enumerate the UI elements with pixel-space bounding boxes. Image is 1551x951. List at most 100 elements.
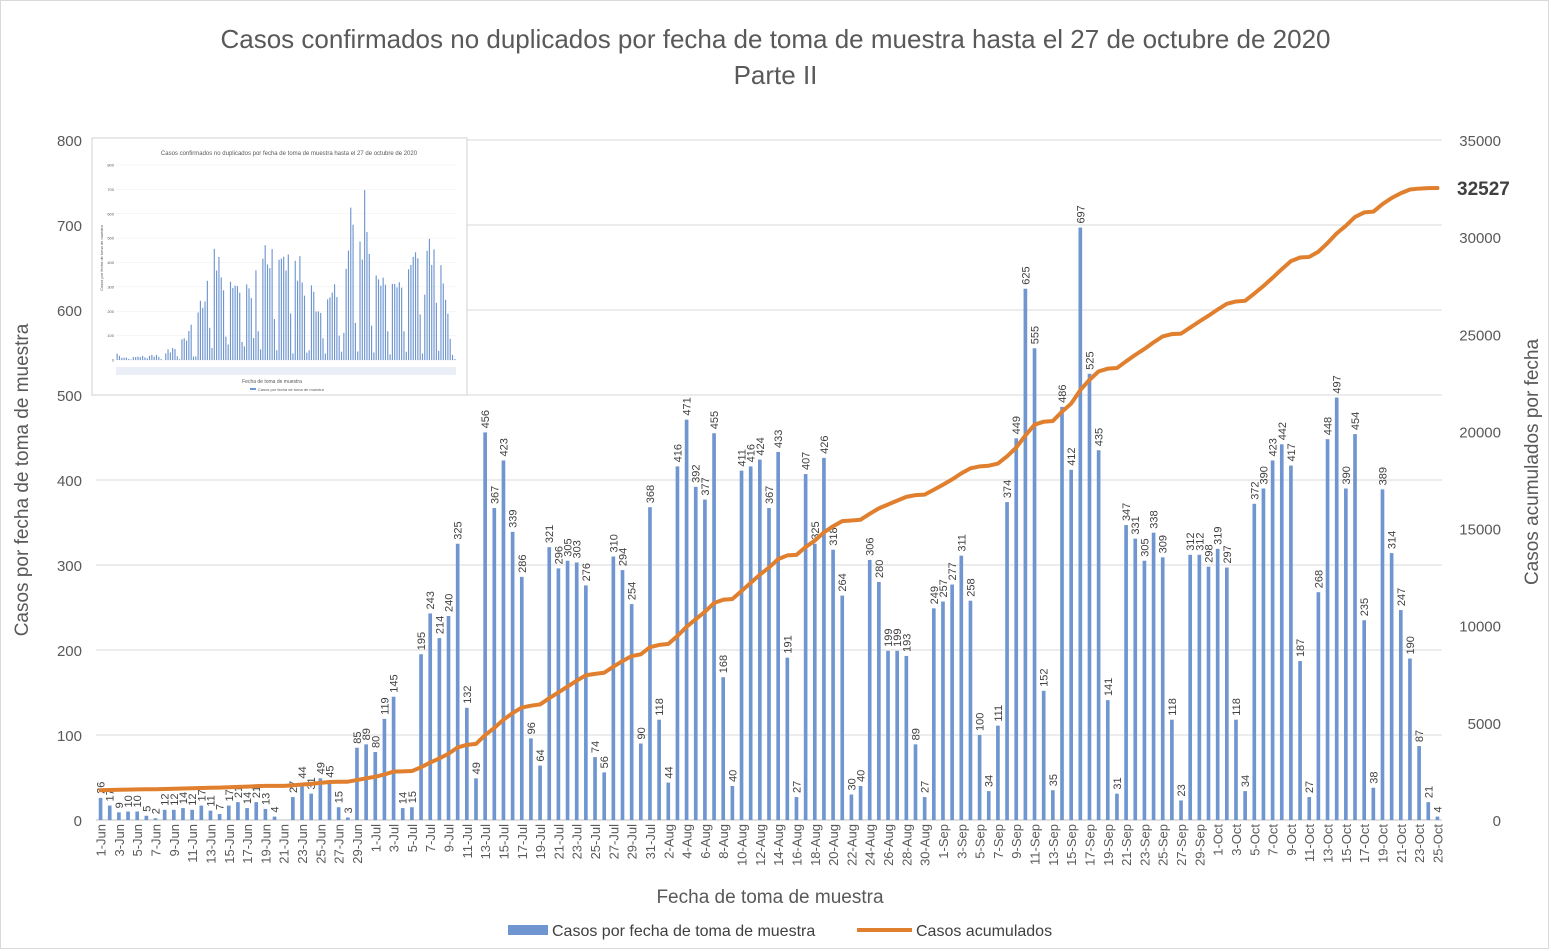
inset-bar xyxy=(250,298,252,360)
inset-bar xyxy=(445,299,447,360)
bar-data-label: 454 xyxy=(1350,412,1362,430)
bar xyxy=(1060,406,1064,820)
bar xyxy=(382,718,387,820)
inset-bar xyxy=(206,280,208,360)
inset-bar xyxy=(382,277,384,360)
inset-bar xyxy=(375,275,377,360)
x-tick-label: 8-Aug xyxy=(716,824,731,859)
bar xyxy=(1224,567,1229,820)
x-tick-label: 2-Aug xyxy=(661,824,676,859)
inset-bar xyxy=(396,287,398,360)
inset-bar xyxy=(243,346,245,360)
bar-data-label: 319 xyxy=(1213,526,1225,544)
bar-data-label: 118 xyxy=(654,698,666,716)
x-tick-label: 6-Aug xyxy=(698,824,713,859)
bar xyxy=(941,601,945,820)
bar-data-label: 435 xyxy=(1094,428,1106,446)
bar xyxy=(758,459,762,820)
inset-bar xyxy=(155,354,158,360)
inset-bar xyxy=(179,359,181,360)
bar-data-label: 21 xyxy=(1423,786,1435,798)
x-tick-label: 1-Oct xyxy=(1211,824,1226,856)
bar xyxy=(373,752,378,820)
bar-data-label: 448 xyxy=(1323,417,1335,435)
chart-subtitle: Parte II xyxy=(733,60,818,90)
x-tick-label: 23-Sep xyxy=(1137,824,1152,866)
bar-data-label: 416 xyxy=(746,444,758,462)
bar xyxy=(144,815,149,820)
bar xyxy=(519,576,524,820)
bar-data-label: 243 xyxy=(425,591,437,609)
inset-bar xyxy=(329,297,331,360)
x-tick-label: 30-Aug xyxy=(918,824,933,866)
inset-bar xyxy=(384,284,387,360)
x-tick-label: 1-Jun xyxy=(94,824,109,857)
inset-legend: Casos por fecha de toma de muestra xyxy=(258,387,325,392)
inset-bar xyxy=(211,348,213,360)
bar-data-label: 412 xyxy=(1066,447,1078,465)
bar-data-label: 298 xyxy=(1204,544,1216,562)
bar-data-label: 90 xyxy=(636,727,648,739)
inset-bar xyxy=(280,258,282,360)
right-tick-label: 30000 xyxy=(1459,230,1501,247)
inset-bar xyxy=(209,327,211,360)
bar-data-label: 34 xyxy=(984,775,996,787)
bar-data-label: 4 xyxy=(1432,806,1444,812)
x-tick-label: 29-Jul xyxy=(625,824,640,860)
inset-bar xyxy=(213,248,215,360)
bar xyxy=(501,460,506,820)
x-tick-label: 17-Jul xyxy=(515,824,530,860)
bar xyxy=(254,802,259,820)
bar xyxy=(355,747,359,820)
inset-bar xyxy=(220,277,222,360)
bar-data-label: 4 xyxy=(270,806,282,812)
bar-data-label: 152 xyxy=(1039,668,1051,686)
inset-bar xyxy=(310,285,313,360)
bar xyxy=(858,786,863,820)
bar-data-label: 49 xyxy=(471,762,483,774)
bar xyxy=(922,797,927,820)
bar xyxy=(950,584,954,820)
inset-y-tick-label: 500 xyxy=(107,236,114,241)
bar xyxy=(895,650,900,820)
bar-data-label: 407 xyxy=(801,452,813,470)
bar-data-label: 456 xyxy=(480,410,492,428)
bar-data-label: 27 xyxy=(791,781,803,793)
inset-bar xyxy=(158,356,160,360)
bar-series xyxy=(98,227,1440,821)
bar-data-label: 23 xyxy=(1176,784,1188,796)
x-tick-label: 7-Jul xyxy=(423,824,438,852)
bar-data-label: 11 xyxy=(205,795,217,806)
bar-data-label: 15 xyxy=(334,791,346,803)
inset-bar xyxy=(366,232,368,360)
inset-bar xyxy=(266,264,269,360)
bar-data-label: 190 xyxy=(1405,636,1417,654)
inset-bar xyxy=(294,260,296,360)
x-tick-label: 15-Sep xyxy=(1064,824,1079,866)
bar xyxy=(611,556,616,820)
inset-bar xyxy=(285,270,287,360)
bar-data-label: 296 xyxy=(553,546,565,564)
bar xyxy=(492,508,497,820)
x-tick-label: 22-Aug xyxy=(844,824,859,866)
left-axis-ticks: 0 100 200 300 400 500 600 700 800 xyxy=(57,133,82,830)
inset-bar xyxy=(264,245,266,360)
inset-bar xyxy=(442,283,444,360)
bar xyxy=(1078,227,1083,821)
inset-bar xyxy=(451,354,454,360)
inset-bar xyxy=(139,357,141,360)
bar-data-label: 389 xyxy=(1377,467,1389,485)
bar xyxy=(1151,532,1156,820)
bar-data-label: 254 xyxy=(627,582,639,600)
x-tick-label: 29-Sep xyxy=(1192,824,1207,866)
bar-data-label: 442 xyxy=(1277,422,1289,440)
inset-bar xyxy=(278,259,280,360)
x-tick-label: 13-Sep xyxy=(1046,824,1061,866)
bar xyxy=(1279,444,1284,820)
inset-bar xyxy=(414,252,417,360)
bar-data-label: 235 xyxy=(1359,598,1371,616)
inset-bar xyxy=(273,319,276,360)
inset-bar xyxy=(354,322,356,360)
bar-data-label: 264 xyxy=(837,573,849,591)
